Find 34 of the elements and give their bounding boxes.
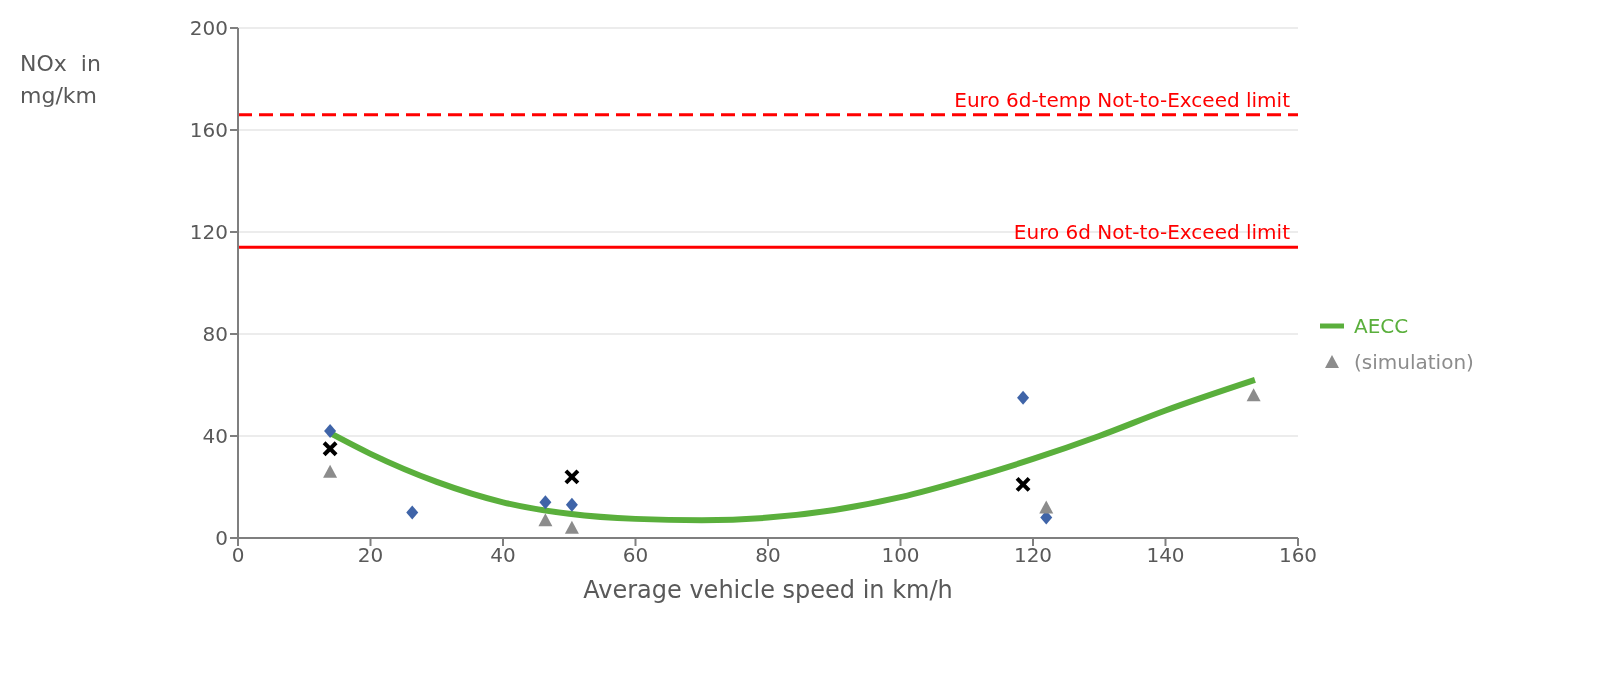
point — [1039, 500, 1054, 514]
point — [322, 440, 339, 457]
point — [1017, 390, 1030, 405]
x-tick-label: 0 — [231, 543, 245, 568]
legend-label: (simulation) — [1354, 350, 1474, 374]
point — [324, 423, 337, 438]
point — [565, 497, 578, 512]
x-tick-label: 100 — [881, 543, 920, 568]
x-tick-label: 120 — [1013, 543, 1053, 568]
x-tick-label: 60 — [622, 543, 649, 568]
point — [1015, 476, 1032, 493]
point — [406, 505, 419, 520]
legend-label: AECC — [1354, 314, 1409, 338]
y-tick-label: 40 — [202, 424, 228, 449]
y-tick-label: 0 — [215, 526, 228, 551]
x-tick-label: 160 — [1278, 543, 1318, 568]
x-axis-title: Average vehicle speed in km/h — [583, 576, 953, 604]
x-tick-label: 80 — [755, 543, 781, 568]
point — [539, 495, 552, 510]
y-tick-label: 80 — [202, 322, 228, 347]
point — [538, 513, 553, 527]
y-tick-label: 160 — [189, 118, 228, 143]
x-tick-label: 20 — [357, 543, 384, 568]
point — [1246, 388, 1261, 402]
point — [564, 520, 579, 534]
x-tick-label: 40 — [490, 543, 516, 568]
y-tick-label: 120 — [189, 220, 228, 245]
ref-line-label: Euro 6d Not-to-Exceed limit — [1013, 220, 1291, 245]
point — [323, 464, 338, 478]
y-tick-label: 200 — [189, 16, 228, 41]
x-tick-label: 140 — [1146, 543, 1185, 568]
ref-line-label: Euro 6d-temp Not-to-Exceed limit — [954, 87, 1291, 112]
point — [563, 468, 580, 485]
y-axis-title: NOx in mg/km — [20, 50, 102, 110]
